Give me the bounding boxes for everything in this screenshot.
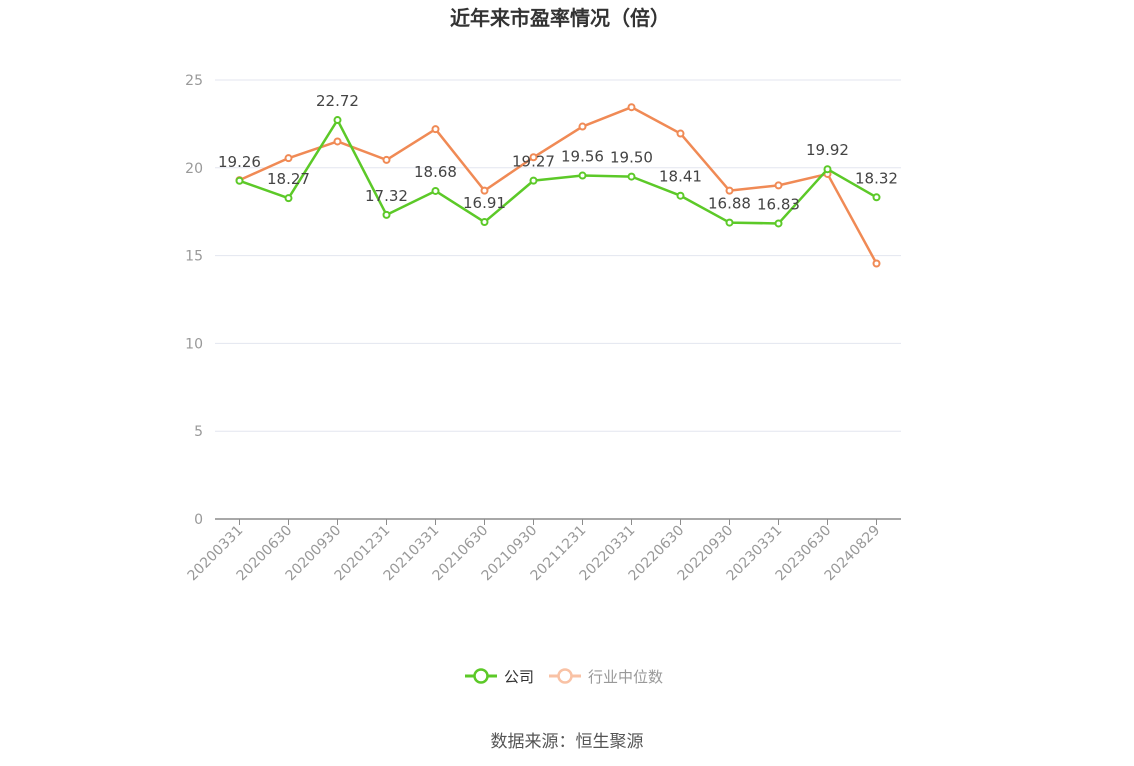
data-point xyxy=(284,154,293,163)
data-point xyxy=(676,191,685,200)
data-point xyxy=(480,218,489,227)
data-label: 19.26 xyxy=(218,153,261,171)
y-tick-label: 25 xyxy=(185,73,203,89)
series-layer xyxy=(235,103,881,268)
data-label: 19.50 xyxy=(610,149,653,167)
data-point xyxy=(823,165,832,174)
data-label: 16.91 xyxy=(463,194,506,212)
y-axis: 0 5 10 15 20 25 xyxy=(185,73,203,528)
data-point xyxy=(627,172,636,181)
y-tick-label: 20 xyxy=(185,161,203,177)
data-point xyxy=(284,194,293,203)
data-label: 19.56 xyxy=(561,148,604,166)
data-label: 16.83 xyxy=(757,195,800,213)
chart-title: 近年来市盈率情况（倍） xyxy=(450,6,670,30)
x-axis: 2020033120200630202009302020123120210331… xyxy=(185,518,901,584)
data-label: 16.88 xyxy=(708,195,751,213)
data-point xyxy=(774,181,783,190)
legend: 公司 行业中位数 xyxy=(465,668,663,686)
data-point xyxy=(529,153,538,162)
data-point xyxy=(872,193,881,202)
legend-marker-1 xyxy=(557,668,573,684)
data-label: 17.32 xyxy=(365,187,408,205)
data-point xyxy=(578,122,587,131)
data-point xyxy=(529,176,538,185)
legend-marker-0 xyxy=(473,668,489,684)
data-label: 19.27 xyxy=(512,153,555,171)
data-label: 18.32 xyxy=(855,169,898,187)
data-point xyxy=(872,259,881,268)
data-label: 19.92 xyxy=(806,141,849,159)
data-point xyxy=(382,210,391,219)
y-tick-label: 0 xyxy=(194,512,203,528)
data-point xyxy=(676,129,685,138)
data-point xyxy=(431,186,440,195)
legend-label-0: 公司 xyxy=(504,668,534,686)
data-point xyxy=(431,125,440,134)
data-label: 22.72 xyxy=(316,92,359,110)
data-label: 18.41 xyxy=(659,168,702,186)
data-point xyxy=(774,219,783,228)
legend-label-1: 行业中位数 xyxy=(588,668,663,686)
data-label: 18.27 xyxy=(267,170,310,188)
source-note: 数据来源：恒生聚源 xyxy=(491,732,644,752)
series-line-1 xyxy=(238,105,878,265)
data-point xyxy=(725,186,734,195)
y-tick-label: 15 xyxy=(185,249,203,265)
data-label: 18.68 xyxy=(414,163,457,181)
data-point xyxy=(333,137,342,146)
data-labels: 19.26 18.27 22.72 17.32 18.68 16.91 19.27 19.56… xyxy=(218,92,898,213)
grid-lines xyxy=(215,79,901,432)
data-point xyxy=(480,186,489,195)
y-tick-label: 10 xyxy=(185,336,203,352)
data-point xyxy=(382,155,391,164)
data-point xyxy=(725,218,734,227)
data-point xyxy=(578,171,587,180)
data-point xyxy=(235,176,244,185)
data-point xyxy=(627,103,636,112)
data-point xyxy=(333,116,342,125)
y-tick-label: 5 xyxy=(194,424,203,440)
series-line-0 xyxy=(239,118,878,225)
